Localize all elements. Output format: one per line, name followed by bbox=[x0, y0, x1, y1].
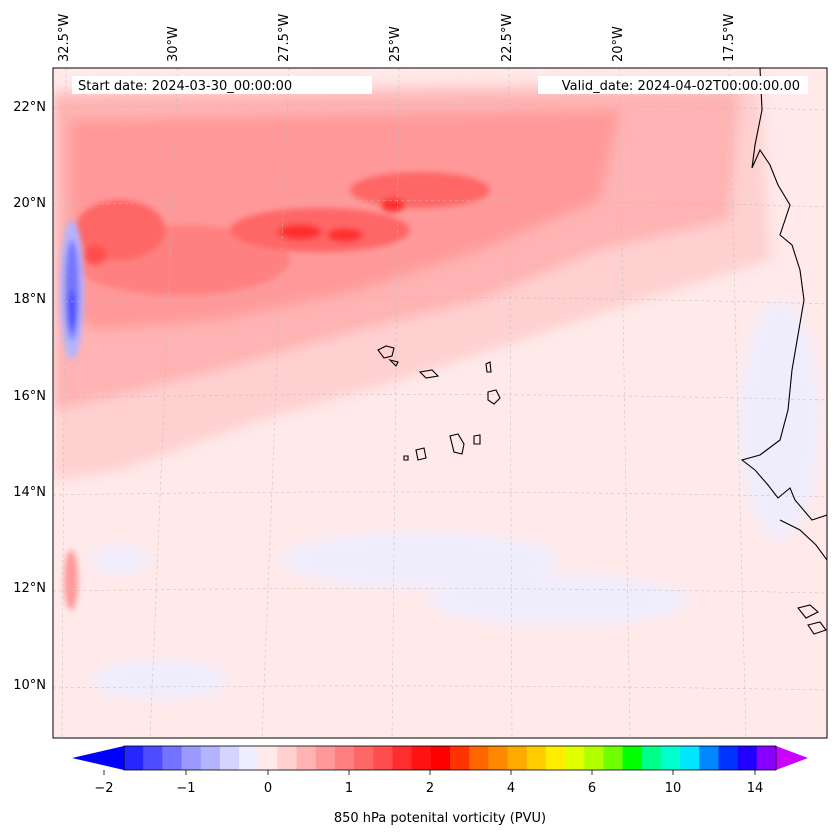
colorbar-tick-label: 14 bbox=[747, 781, 764, 796]
colorbar-title: 850 hPa potenital vorticity (PVU) bbox=[334, 811, 546, 826]
latitude-labels: 22°N 20°N 18°N 16°N 14°N 12°N 10°N bbox=[13, 100, 46, 693]
colorbar-cell bbox=[737, 746, 758, 770]
colorbar-cell bbox=[258, 746, 278, 770]
lon-label: 25°W bbox=[388, 26, 403, 62]
colorbar-cell bbox=[450, 746, 470, 770]
colorbar-cell bbox=[200, 746, 221, 770]
colorbar-tick-label: −2 bbox=[94, 781, 113, 796]
colorbar-cell bbox=[354, 746, 374, 770]
colorbar-tick-label: 6 bbox=[588, 781, 596, 796]
colorbar: −2 −1 0 1 2 4 6 10 14 850 hPa potenital … bbox=[72, 745, 808, 826]
colorbar-cell bbox=[545, 746, 566, 770]
lat-label: 20°N bbox=[13, 196, 46, 211]
colorbar-cell bbox=[622, 746, 643, 770]
colorbar-cell bbox=[603, 746, 624, 770]
colorbar-cell bbox=[162, 746, 183, 770]
colorbar-cell bbox=[488, 746, 509, 770]
colorbar-cell bbox=[718, 746, 739, 770]
longitude-labels: 32.5°W 30°W 27.5°W 25°W 22.5°W 20°W 17.5… bbox=[57, 14, 737, 62]
colorbar-tick-label: 4 bbox=[507, 781, 515, 796]
colorbar-tick-label: 0 bbox=[264, 781, 272, 796]
colorbar-cells bbox=[124, 746, 777, 770]
valid-date-label: Valid_date: 2024-04-02T00:00:00.00 bbox=[562, 79, 800, 94]
colorbar-cell bbox=[143, 746, 163, 770]
start-date-label: Start date: 2024-03-30_00:00:00 bbox=[78, 79, 292, 94]
lat-label: 16°N bbox=[13, 389, 46, 404]
colorbar-cell bbox=[660, 746, 681, 770]
start-date-box bbox=[72, 76, 372, 94]
lat-label: 14°N bbox=[13, 485, 46, 500]
map-frame bbox=[52, 67, 828, 739]
colorbar-cell bbox=[181, 746, 202, 770]
colorbar-cell bbox=[124, 746, 144, 770]
colorbar-cell bbox=[239, 746, 259, 770]
colorbar-cell bbox=[219, 746, 240, 770]
lat-label: 18°N bbox=[13, 292, 46, 307]
lon-label: 20°W bbox=[611, 26, 626, 62]
lat-label: 10°N bbox=[13, 678, 46, 693]
pv-field bbox=[53, 68, 827, 738]
colorbar-min-extend bbox=[72, 746, 124, 770]
lon-label: 27.5°W bbox=[277, 14, 292, 62]
colorbar-cell bbox=[334, 746, 355, 770]
colorbar-tick-label: 2 bbox=[426, 781, 434, 796]
colorbar-cell bbox=[756, 746, 777, 770]
colorbar-tick-label: 10 bbox=[665, 781, 682, 796]
lon-label: 17.5°W bbox=[722, 14, 737, 62]
colorbar-cell bbox=[507, 746, 528, 770]
lon-label: 32.5°W bbox=[57, 14, 72, 62]
colorbar-cell bbox=[584, 746, 604, 770]
colorbar-cell bbox=[411, 746, 432, 770]
colorbar-cell bbox=[296, 746, 317, 770]
colorbar-frame bbox=[123, 745, 777, 771]
colorbar-tick-label: −1 bbox=[176, 781, 195, 796]
colorbar-cell bbox=[373, 746, 393, 770]
colorbar-cell bbox=[680, 746, 700, 770]
lat-label: 12°N bbox=[13, 581, 46, 596]
lon-label: 30°W bbox=[166, 26, 181, 62]
colorbar-cell bbox=[277, 746, 298, 770]
valid-date-box bbox=[538, 76, 808, 94]
colorbar-cell bbox=[430, 746, 451, 770]
colorbar-cell bbox=[699, 746, 719, 770]
lat-label: 22°N bbox=[13, 100, 46, 115]
colorbar-cell bbox=[641, 746, 662, 770]
colorbar-cell bbox=[469, 746, 489, 770]
colorbar-tick-label: 1 bbox=[345, 781, 353, 796]
colorbar-max-extend bbox=[776, 746, 808, 770]
coastline bbox=[377, 68, 827, 635]
lon-label: 22.5°W bbox=[500, 14, 515, 62]
colorbar-cell bbox=[392, 746, 413, 770]
colorbar-cell bbox=[526, 746, 547, 770]
colorbar-cell bbox=[315, 746, 336, 770]
colorbar-cell bbox=[565, 746, 585, 770]
